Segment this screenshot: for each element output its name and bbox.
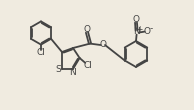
Text: Cl: Cl [36, 48, 45, 57]
Text: O: O [83, 25, 90, 34]
Text: N: N [133, 27, 139, 36]
Text: S: S [55, 64, 61, 73]
Text: O: O [100, 40, 107, 49]
Text: N: N [70, 68, 76, 77]
Text: O: O [144, 27, 151, 36]
Text: O: O [133, 15, 139, 24]
Text: -: - [149, 24, 153, 33]
Text: Cl: Cl [84, 61, 93, 70]
Text: +: + [137, 25, 143, 34]
